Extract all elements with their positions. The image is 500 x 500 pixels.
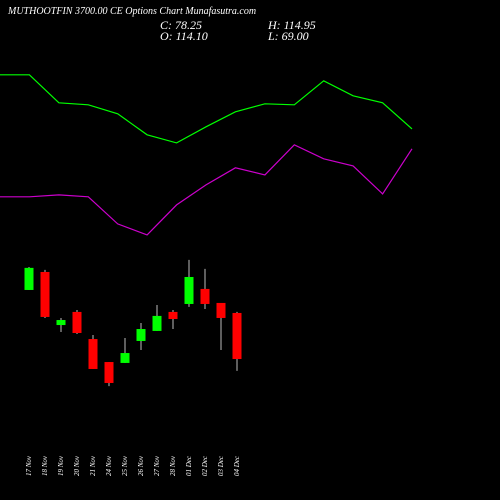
- stat: H: 114.95: [267, 18, 316, 32]
- candle-body: [72, 311, 82, 334]
- candle-body: [88, 339, 98, 369]
- x-tick-label: 27 Nov: [153, 455, 161, 476]
- candle-body: [216, 302, 226, 318]
- candle-body: [40, 271, 50, 317]
- candle-body: [120, 353, 130, 363]
- x-tick-label: 21 Nov: [89, 455, 97, 476]
- candle-body: [152, 315, 162, 331]
- x-tick-label: 25 Nov: [121, 455, 129, 476]
- candle-body: [136, 329, 146, 341]
- x-tick-label: 26 Nov: [137, 455, 145, 476]
- x-tick-label: 20 Nov: [73, 455, 81, 476]
- stat: C: 78.25: [160, 18, 202, 32]
- x-tick-label: 01 Dec: [185, 455, 193, 476]
- candle-body: [56, 320, 66, 326]
- x-tick-label: 18 Nov: [41, 455, 49, 476]
- x-tick-label: 02 Dec: [201, 455, 209, 476]
- candle-body: [232, 312, 242, 360]
- x-tick-label: 03 Dec: [217, 455, 225, 476]
- candle-body: [24, 267, 34, 290]
- candle-body: [104, 362, 114, 383]
- x-tick-label: 19 Nov: [57, 455, 65, 476]
- stat: L: 69.00: [267, 29, 309, 43]
- x-tick-label: 24 Nov: [105, 455, 113, 476]
- candle-body: [168, 311, 178, 319]
- indicator-line: [0, 144, 413, 236]
- chart-title: MUTHOOTFIN 3700.00 CE Options Chart Muna…: [7, 6, 256, 17]
- x-tick-label: 28 Nov: [169, 455, 177, 476]
- x-tick-label: 04 Dec: [233, 455, 241, 476]
- candle-body: [184, 276, 194, 304]
- stat: O: 114.10: [160, 29, 208, 43]
- indicator-line: [0, 74, 413, 144]
- x-tick-label: 17 Nov: [25, 455, 33, 476]
- candle-body: [200, 288, 210, 304]
